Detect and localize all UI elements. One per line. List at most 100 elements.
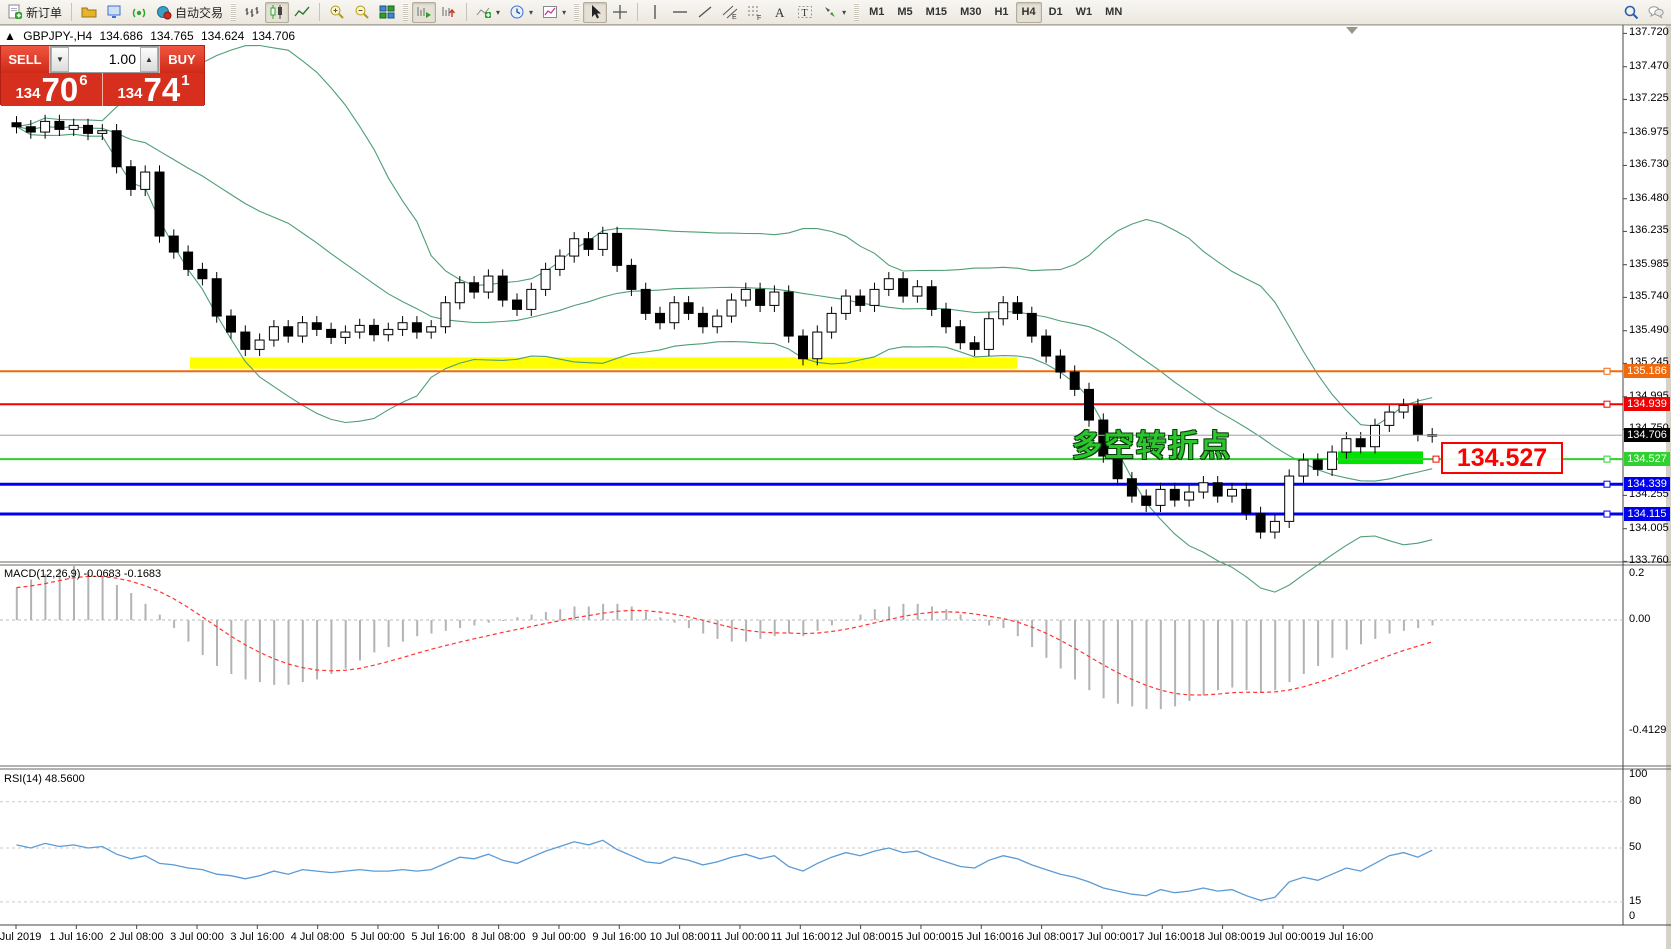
equidistant-channel-button[interactable]: E bbox=[718, 2, 742, 23]
time-axis-label: 15 Jul 00:00 bbox=[890, 931, 951, 943]
level-price-flag[interactable]: 134.115 bbox=[1624, 507, 1670, 522]
toolbar-grip[interactable] bbox=[854, 3, 860, 21]
search-button[interactable] bbox=[1619, 2, 1643, 23]
timeframe-m30[interactable]: M30 bbox=[960, 6, 982, 18]
trendline-button[interactable] bbox=[693, 2, 717, 23]
tile-windows-button[interactable] bbox=[375, 2, 399, 23]
new-order-button[interactable]: 新订单 bbox=[3, 2, 66, 23]
bar-chart-button[interactable] bbox=[240, 2, 264, 23]
current-price-flag[interactable]: 134.706 bbox=[1624, 428, 1670, 443]
vertical-line-button[interactable] bbox=[643, 2, 667, 23]
cursor-button[interactable] bbox=[583, 1, 608, 23]
chat-button[interactable] bbox=[1644, 2, 1668, 23]
macd-scale-label: 0.00 bbox=[1629, 613, 1651, 625]
timeframe-h4[interactable]: H4 bbox=[1015, 1, 1042, 23]
svg-text:F: F bbox=[757, 15, 761, 20]
level-price-flag[interactable]: 134.527 bbox=[1624, 452, 1670, 467]
time-axis-label: 19 Jul 00:00 bbox=[1252, 931, 1313, 943]
level-price-flag[interactable]: 134.939 bbox=[1624, 397, 1670, 412]
dropdown-arrow-icon[interactable]: ▾ bbox=[842, 7, 847, 17]
text-label-button[interactable]: T bbox=[793, 2, 817, 23]
horizontal-level-lines[interactable] bbox=[0, 367, 1623, 518]
level-price-flag[interactable]: 134.339 bbox=[1624, 477, 1670, 492]
rsi-scale-label: 15 bbox=[1629, 895, 1642, 907]
autoscroll-icon bbox=[416, 4, 432, 20]
rsi-indicator bbox=[0, 801, 1623, 903]
timeframe-d1[interactable]: D1 bbox=[1048, 6, 1063, 18]
text-button[interactable]: A bbox=[768, 2, 792, 23]
auto-trading-button[interactable]: 自动交易 bbox=[152, 2, 227, 23]
chart-shift-button[interactable] bbox=[437, 2, 461, 23]
crosshair-icon bbox=[612, 4, 628, 20]
crosshair-button[interactable] bbox=[608, 2, 632, 23]
rsi-label: RSI(14) 48.5600 bbox=[4, 773, 85, 785]
sell-price[interactable]: 134 70 6 bbox=[1, 72, 103, 106]
volume-stepper[interactable]: ▼ 1.00 ▲ bbox=[50, 46, 159, 73]
time-axis-label: 15 Jul 16:00 bbox=[951, 931, 1012, 943]
rsi-scale-label: 0 bbox=[1629, 910, 1636, 922]
macd-scale-label: 0.2 bbox=[1629, 567, 1645, 579]
timeframe-w1[interactable]: W1 bbox=[1075, 6, 1093, 18]
price-tick-label: 135.490 bbox=[1629, 323, 1669, 336]
chart-shift-marker-icon[interactable] bbox=[1346, 27, 1358, 34]
timeframe-h1[interactable]: H1 bbox=[994, 6, 1009, 18]
timeframe-mn[interactable]: MN bbox=[1105, 6, 1123, 18]
monitor-icon bbox=[106, 4, 122, 20]
buy-button[interactable]: BUY bbox=[159, 46, 204, 73]
sell-price-point: 6 bbox=[79, 72, 88, 89]
rsi-scale-label: 80 bbox=[1629, 795, 1642, 807]
auto-trading-button-label: 自动交易 bbox=[175, 5, 224, 20]
templates-button[interactable]: ▾ bbox=[538, 2, 570, 23]
price-tick-label: 134.005 bbox=[1629, 521, 1669, 534]
toolbar-grip[interactable] bbox=[231, 3, 237, 21]
terminal-button[interactable] bbox=[102, 2, 126, 23]
toolbar-grip[interactable] bbox=[403, 3, 409, 21]
time-axis-label: 12 Jul 08:00 bbox=[830, 931, 891, 943]
volume-decrease-button[interactable]: ▼ bbox=[51, 47, 69, 72]
zoom-out-button[interactable] bbox=[350, 2, 374, 23]
periods-button[interactable]: ▾ bbox=[505, 2, 537, 23]
indicators-button[interactable]: ▾ bbox=[472, 2, 504, 23]
pivot-annotation[interactable]: 多空转折点 bbox=[1072, 430, 1232, 463]
signals-button[interactable] bbox=[127, 2, 151, 23]
price-tick-label: 135.985 bbox=[1629, 257, 1669, 270]
candlesticks bbox=[11, 114, 1438, 539]
timeframe-m15[interactable]: M15 bbox=[925, 6, 948, 18]
timeframe-m5[interactable]: M5 bbox=[897, 6, 913, 18]
macd-scale-label: -0.4129 bbox=[1629, 724, 1667, 736]
horizontal-line-button[interactable] bbox=[668, 2, 692, 23]
toolbar-separator bbox=[319, 3, 321, 21]
time-axis-label: 10 Jul 08:00 bbox=[649, 931, 710, 943]
fibonacci-button[interactable]: F bbox=[743, 2, 767, 23]
linechart-icon bbox=[294, 4, 310, 20]
dropdown-arrow-icon[interactable]: ▾ bbox=[496, 7, 501, 17]
toolbar-grip[interactable] bbox=[574, 3, 580, 21]
zoomout-icon bbox=[354, 4, 370, 20]
profiles-button[interactable] bbox=[77, 2, 101, 23]
time-axis-label: 19 Jul 16:00 bbox=[1313, 931, 1374, 943]
sell-button[interactable]: SELL bbox=[1, 46, 50, 73]
macd-indicator bbox=[0, 566, 1623, 710]
line-chart-button[interactable] bbox=[290, 2, 314, 23]
folder-icon bbox=[81, 4, 97, 20]
auto-scroll-button[interactable] bbox=[412, 1, 437, 23]
price-callout-box[interactable]: 134.527 bbox=[1441, 442, 1563, 474]
time-axis-label: 1 Jul 16:00 bbox=[49, 931, 104, 943]
timeframe-m1[interactable]: M1 bbox=[869, 6, 885, 18]
symbol-ohlc-line: ▲ GBPJPY-,H4 134.686 134.765 134.624 134… bbox=[4, 29, 299, 43]
dropdown-arrow-icon[interactable]: ▾ bbox=[529, 7, 534, 17]
buy-price[interactable]: 134 74 1 bbox=[103, 72, 204, 106]
clock-icon bbox=[509, 4, 525, 20]
volume-increase-button[interactable]: ▲ bbox=[140, 47, 158, 72]
ohlc-open: 134.686 bbox=[99, 29, 143, 43]
candlestick-button[interactable] bbox=[265, 1, 290, 23]
price-tick-label: 133.760 bbox=[1629, 554, 1669, 567]
arrows-button[interactable]: ▾ bbox=[818, 2, 850, 23]
dropdown-arrow-icon[interactable]: ▾ bbox=[562, 7, 567, 17]
volume-value[interactable]: 1.00 bbox=[108, 51, 136, 67]
zoom-in-button[interactable] bbox=[325, 2, 349, 23]
time-axis-label: 5 Jul 00:00 bbox=[351, 931, 405, 943]
level-price-flag[interactable]: 135.186 bbox=[1624, 364, 1670, 379]
green-support-band[interactable] bbox=[1338, 451, 1423, 465]
